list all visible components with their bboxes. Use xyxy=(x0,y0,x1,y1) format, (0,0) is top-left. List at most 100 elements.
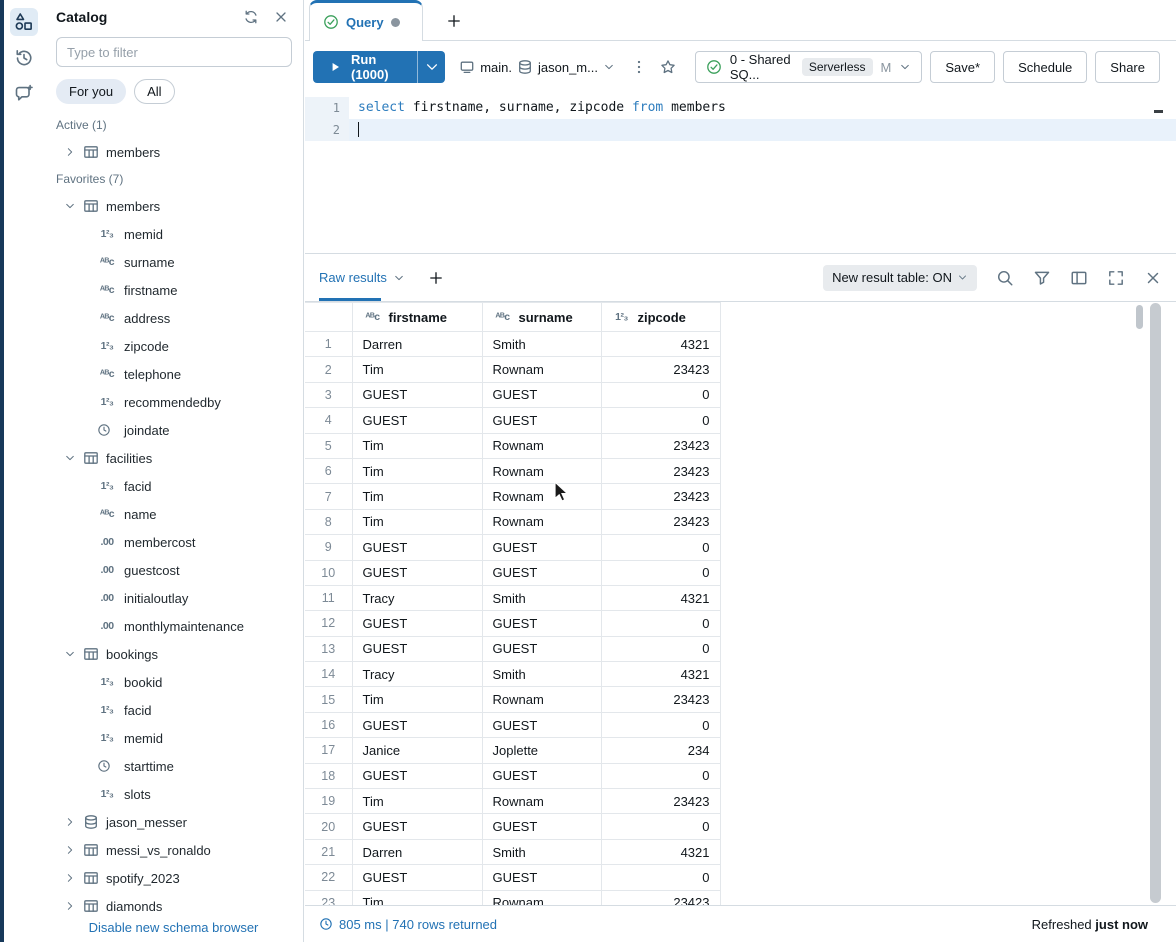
cell-surname[interactable]: Rownam xyxy=(481,889,602,905)
panel-scrollbar-thumb[interactable] xyxy=(1150,303,1161,903)
tree-column-telephone[interactable]: ᴬᴮc telephone xyxy=(44,360,303,388)
chevron-right-icon[interactable] xyxy=(64,816,76,828)
tree-item-facilities[interactable]: facilities xyxy=(44,444,303,472)
close-catalog-icon[interactable] xyxy=(273,9,289,25)
cell-surname[interactable]: GUEST xyxy=(481,407,602,434)
chevron-right-icon[interactable] xyxy=(64,844,76,856)
cell-zipcode[interactable]: 0 xyxy=(600,864,721,891)
sql-editor[interactable]: 1 select firstname, surname, zipcode from… xyxy=(305,93,1176,253)
cell-firstname[interactable]: GUEST xyxy=(351,534,483,561)
column-header-firstname[interactable]: ᴬᴮc firstname xyxy=(351,302,483,332)
chevron-right-icon[interactable] xyxy=(64,872,76,884)
refresh-icon[interactable] xyxy=(243,9,259,25)
cell-firstname[interactable]: GUEST xyxy=(351,635,483,663)
cell-surname[interactable]: GUEST xyxy=(481,534,602,561)
cell-surname[interactable]: Smith xyxy=(481,330,602,358)
cell-firstname[interactable]: Tim xyxy=(351,457,483,485)
cell-zipcode[interactable]: 0 xyxy=(600,762,721,790)
chevron-down-icon[interactable] xyxy=(64,200,76,212)
catalog-filter-input[interactable] xyxy=(56,37,292,67)
chevron-right-icon[interactable] xyxy=(64,900,76,912)
cell-firstname[interactable]: GUEST xyxy=(351,762,483,790)
search-icon[interactable] xyxy=(996,269,1014,287)
chevron-right-icon[interactable] xyxy=(64,146,76,158)
cell-zipcode[interactable]: 0 xyxy=(600,711,721,739)
column-header-surname[interactable]: ᴬᴮc surname xyxy=(481,302,602,332)
cell-firstname[interactable]: Tim xyxy=(351,508,483,536)
tree-column-address[interactable]: ᴬᴮc address xyxy=(44,304,303,332)
close-results-icon[interactable] xyxy=(1144,269,1162,287)
side-panel-icon[interactable] xyxy=(1070,269,1088,287)
cell-firstname[interactable]: Tim xyxy=(351,889,483,905)
tree-column-memid[interactable]: 1²₃ memid xyxy=(44,724,303,752)
cell-surname[interactable]: Rownam xyxy=(481,457,602,485)
tree-column-starttime[interactable]: starttime xyxy=(44,752,303,780)
cell-firstname[interactable]: GUEST xyxy=(351,407,483,434)
run-button[interactable]: Run (1000) xyxy=(313,51,418,83)
cell-zipcode[interactable]: 234 xyxy=(600,737,721,764)
save-button[interactable]: Save* xyxy=(930,51,996,83)
filter-icon[interactable] xyxy=(1033,269,1051,287)
run-options-button[interactable] xyxy=(417,51,446,83)
tree-column-recommendedby[interactable]: 1²₃ recommendedby xyxy=(44,388,303,416)
tree-column-monthlymaintenance[interactable]: .00 monthlymaintenance xyxy=(44,612,303,640)
cell-zipcode[interactable]: 23423 xyxy=(600,457,721,485)
cell-firstname[interactable]: GUEST xyxy=(351,559,483,586)
cell-firstname[interactable]: Darren xyxy=(351,838,483,866)
cell-zipcode[interactable]: 23423 xyxy=(600,508,721,536)
cell-zipcode[interactable]: 23423 xyxy=(600,889,721,905)
cell-surname[interactable]: Rownam xyxy=(481,686,602,713)
schedule-button[interactable]: Schedule xyxy=(1003,51,1088,83)
cell-zipcode[interactable]: 0 xyxy=(600,610,721,637)
cell-firstname[interactable]: GUEST xyxy=(351,813,483,840)
disable-schema-browser-link[interactable]: Disable new schema browser xyxy=(88,920,259,935)
tree-item-bookings[interactable]: bookings xyxy=(44,640,303,668)
cell-firstname[interactable]: GUEST xyxy=(351,381,483,409)
cell-zipcode[interactable]: 4321 xyxy=(600,584,721,612)
cell-zipcode[interactable]: 0 xyxy=(600,559,721,586)
cell-zipcode[interactable]: 23423 xyxy=(600,788,721,815)
tree-item-diamonds[interactable]: diamonds xyxy=(44,892,303,920)
new-tab-button[interactable] xyxy=(441,8,467,34)
tree-item-messi_vs_ronaldo[interactable]: messi_vs_ronaldo xyxy=(44,836,303,864)
tree-column-zipcode[interactable]: 1²₃ zipcode xyxy=(44,332,303,360)
tree-column-bookid[interactable]: 1²₃ bookid xyxy=(44,668,303,696)
tree-item-jason_messer[interactable]: jason_messer xyxy=(44,808,303,836)
tree-column-facid[interactable]: 1²₃ facid xyxy=(44,472,303,500)
cell-firstname[interactable]: Tim xyxy=(351,432,483,459)
cell-surname[interactable]: Smith xyxy=(481,584,602,612)
rail-item-schema-browser[interactable] xyxy=(10,8,38,36)
cell-surname[interactable]: GUEST xyxy=(481,762,602,790)
tree-item-members[interactable]: members xyxy=(44,138,303,166)
tree-column-name[interactable]: ᴬᴮc name xyxy=(44,500,303,528)
cell-firstname[interactable]: Janice xyxy=(351,737,483,764)
cell-surname[interactable]: GUEST xyxy=(481,813,602,840)
rail-item-assistant[interactable] xyxy=(10,80,38,108)
cell-zipcode[interactable]: 0 xyxy=(600,534,721,561)
favorite-star-button[interactable] xyxy=(656,53,679,81)
cell-zipcode[interactable]: 4321 xyxy=(600,661,721,688)
cell-surname[interactable]: Rownam xyxy=(481,432,602,459)
chevron-down-icon[interactable] xyxy=(64,452,76,464)
cell-zipcode[interactable]: 23423 xyxy=(600,356,721,383)
cell-surname[interactable]: Smith xyxy=(481,661,602,688)
cell-firstname[interactable]: Tim xyxy=(351,356,483,383)
cell-zipcode[interactable]: 0 xyxy=(600,381,721,409)
rail-item-history[interactable] xyxy=(10,44,38,72)
add-result-tab-button[interactable] xyxy=(423,265,449,291)
cell-zipcode[interactable]: 0 xyxy=(600,407,721,434)
tree-column-surname[interactable]: ᴬᴮc surname xyxy=(44,248,303,276)
cell-firstname[interactable]: GUEST xyxy=(351,610,483,637)
cell-surname[interactable]: GUEST xyxy=(481,610,602,637)
cell-firstname[interactable]: GUEST xyxy=(351,864,483,891)
results-tab-raw[interactable]: Raw results xyxy=(305,254,411,301)
cell-firstname[interactable]: GUEST xyxy=(351,711,483,739)
cell-surname[interactable]: Smith xyxy=(481,838,602,866)
more-options-button[interactable] xyxy=(629,53,648,81)
tree-column-slots[interactable]: 1²₃ slots xyxy=(44,780,303,808)
cell-surname[interactable]: Rownam xyxy=(481,788,602,815)
cell-surname[interactable]: GUEST xyxy=(481,381,602,409)
tree-item-members[interactable]: members xyxy=(44,192,303,220)
cell-surname[interactable]: GUEST xyxy=(481,711,602,739)
cell-firstname[interactable]: Tim xyxy=(351,686,483,713)
